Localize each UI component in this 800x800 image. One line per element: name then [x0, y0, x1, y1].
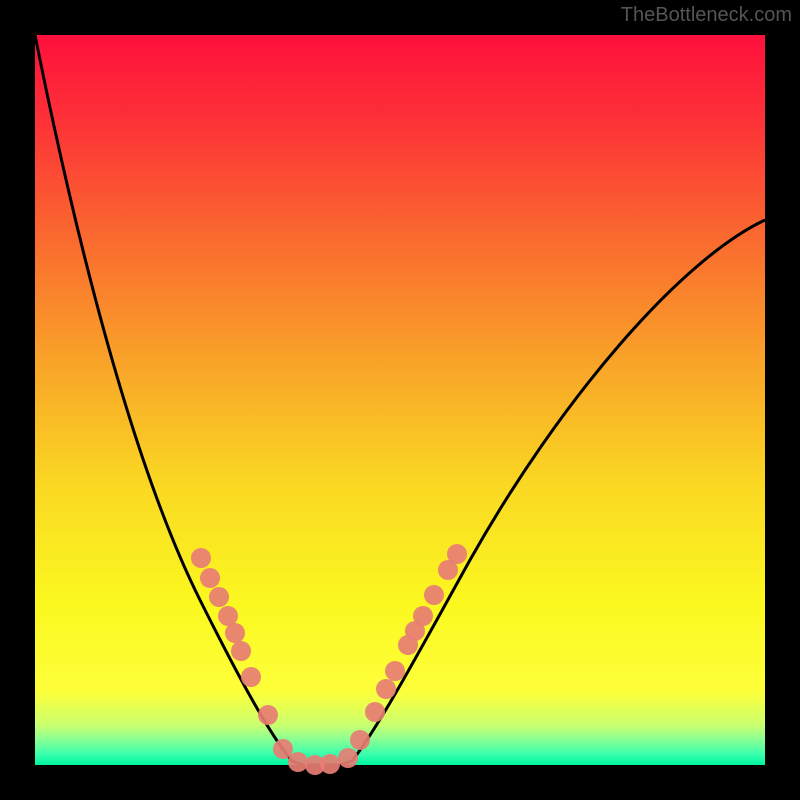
data-marker — [288, 752, 308, 772]
data-marker — [376, 679, 396, 699]
data-marker — [200, 568, 220, 588]
chart-canvas: TheBottleneck.com — [0, 0, 800, 800]
data-marker — [209, 587, 229, 607]
data-marker — [258, 705, 278, 725]
data-marker — [365, 702, 385, 722]
data-marker — [424, 585, 444, 605]
plot-background — [35, 35, 765, 765]
data-marker — [413, 606, 433, 626]
data-marker — [320, 754, 340, 774]
data-marker — [241, 667, 261, 687]
data-marker — [350, 730, 370, 750]
data-marker — [231, 641, 251, 661]
data-marker — [385, 661, 405, 681]
chart-svg — [0, 0, 800, 800]
data-marker — [191, 548, 211, 568]
data-marker — [447, 544, 467, 564]
data-marker — [338, 748, 358, 768]
watermark-text: TheBottleneck.com — [621, 4, 792, 27]
data-marker — [225, 623, 245, 643]
